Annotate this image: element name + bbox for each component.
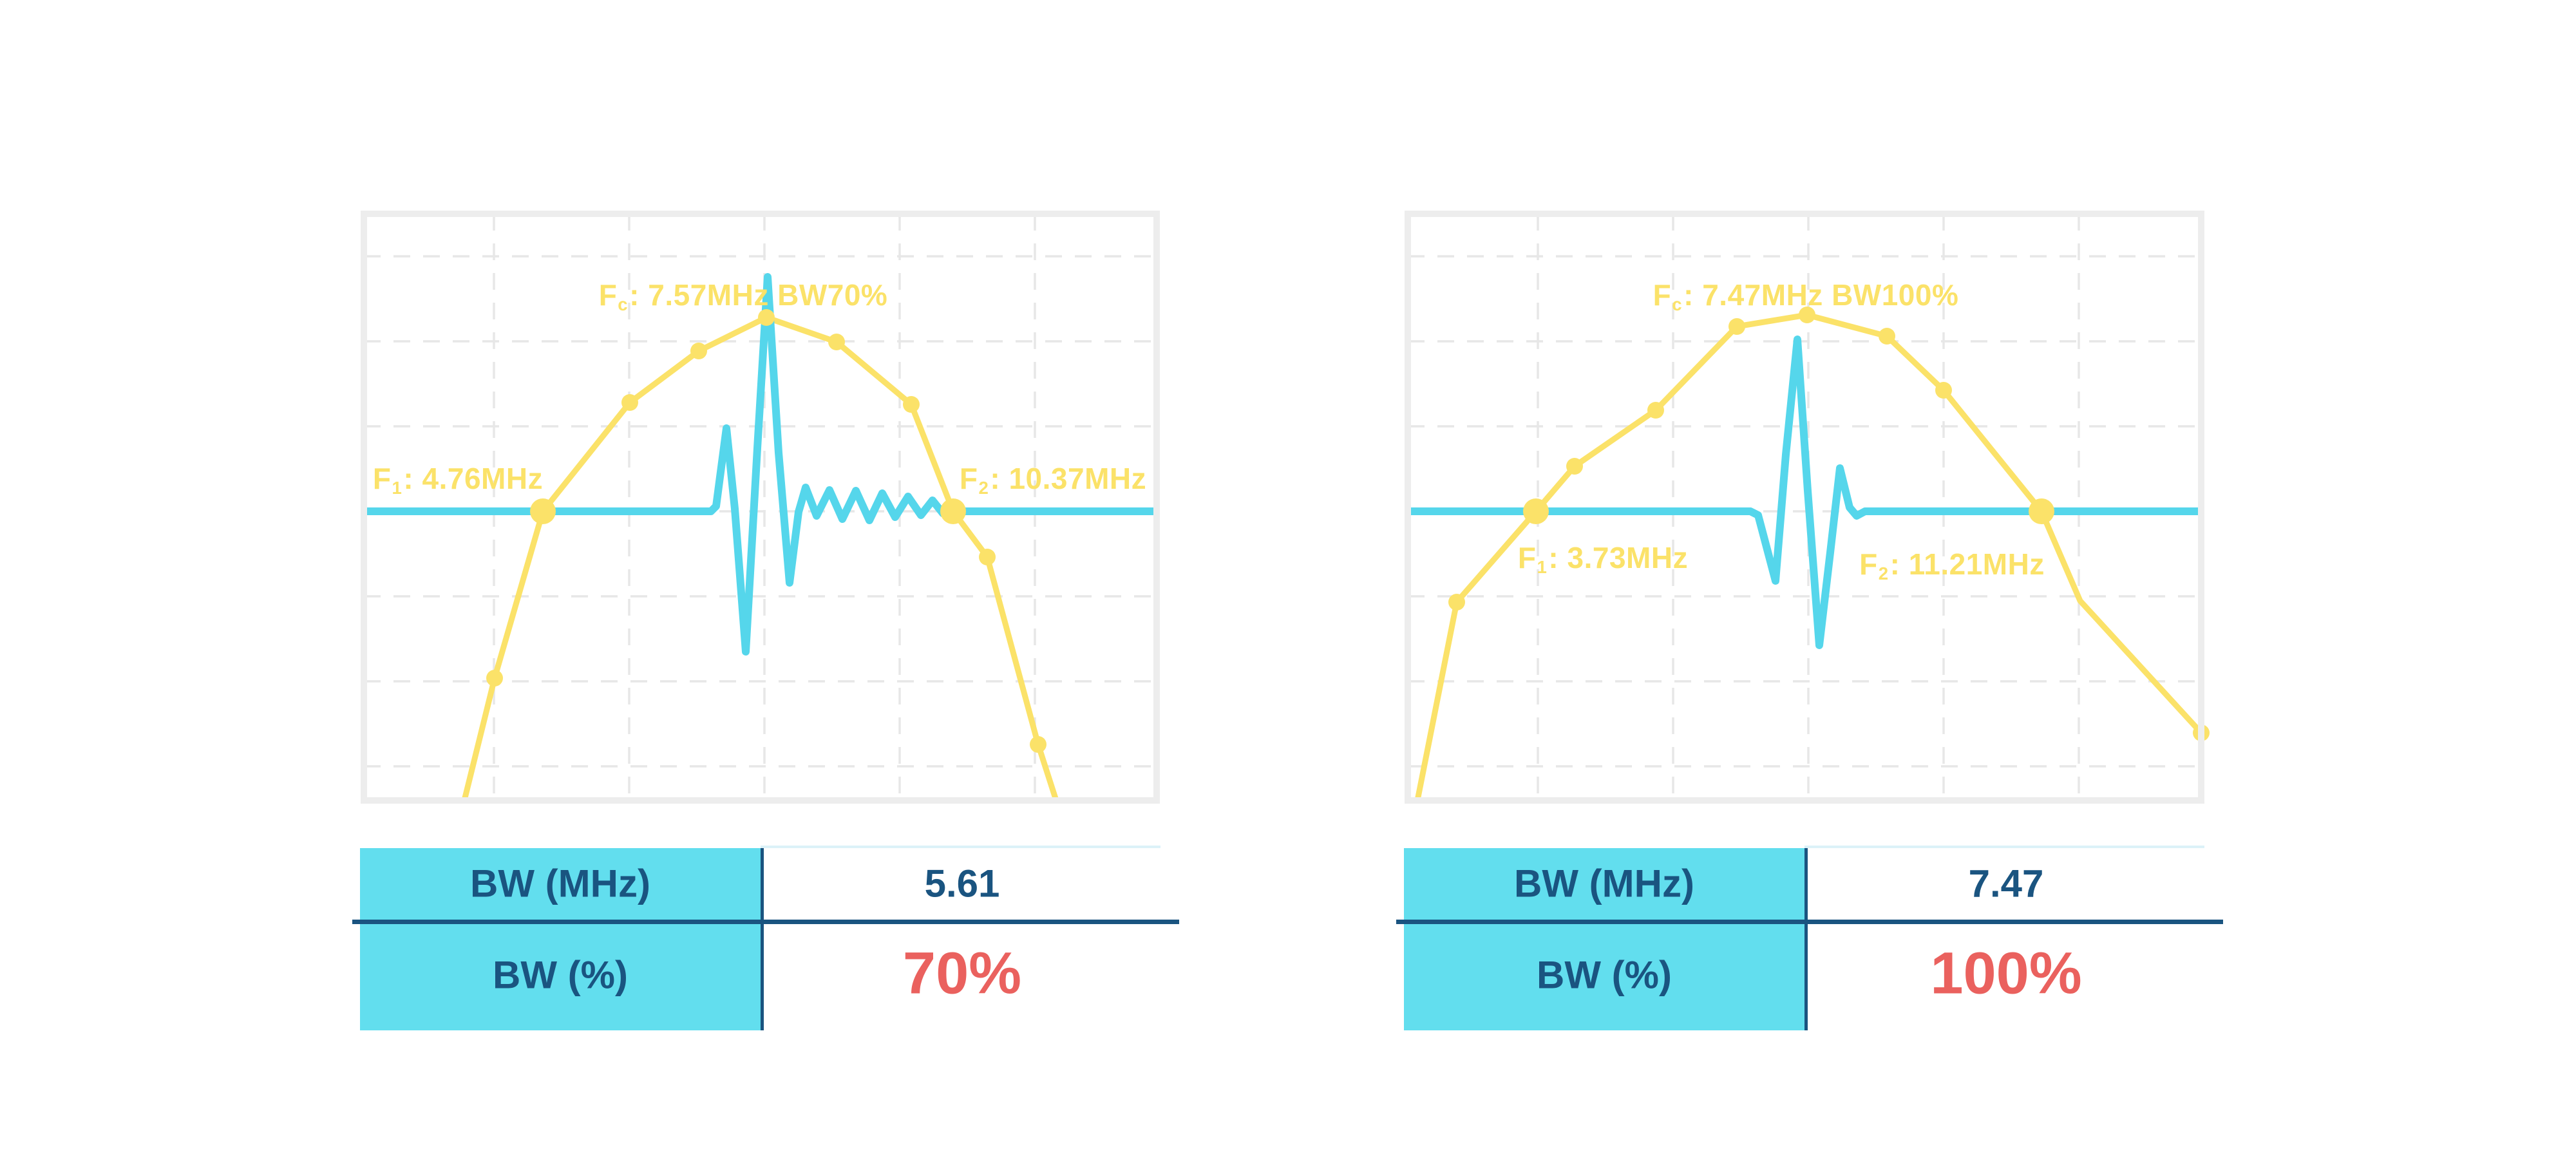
f2-symbol: F bbox=[959, 462, 978, 495]
table-row-divider bbox=[1396, 920, 2223, 924]
chart-title-bw70: Fc: 7.57MHz BW70% bbox=[598, 278, 888, 315]
fc-subscript: c bbox=[618, 294, 629, 315]
f1-symbol: F bbox=[372, 462, 392, 495]
f2-label-bw70: F2: 10.37MHz bbox=[959, 461, 1147, 498]
spectrum-chart-bw70 bbox=[361, 211, 1160, 804]
table-row-label: BW (%) bbox=[493, 953, 628, 997]
table-column-divider bbox=[761, 848, 764, 1030]
f1-value: : 3.73MHz bbox=[1548, 541, 1689, 574]
f1-label-bw100: F1: 3.73MHz bbox=[1517, 540, 1689, 578]
table-row-label: BW (%) bbox=[1537, 953, 1672, 997]
table-column-divider bbox=[1804, 848, 1808, 1030]
f2-value: : 10.37MHz bbox=[990, 462, 1147, 495]
fc-symbol: F bbox=[598, 278, 618, 312]
f2-label-bw100: F2: 11.21MHz bbox=[1859, 547, 2045, 584]
f1-symbol: F bbox=[1517, 541, 1537, 574]
table-label-column bbox=[1404, 848, 1804, 1030]
f1-label-bw70: F1: 4.76MHz bbox=[372, 461, 544, 498]
table-label-column bbox=[360, 848, 761, 1030]
fc-subscript: c bbox=[1672, 294, 1683, 315]
table-row-value: 5.61 bbox=[924, 862, 1000, 905]
table-top-border bbox=[1804, 846, 2204, 848]
spectrum-chart-bw100 bbox=[1405, 211, 2210, 804]
fc-value: : 7.57MHz BW70% bbox=[629, 278, 888, 312]
table-row-value: 7.47 bbox=[1968, 862, 2044, 905]
chart-title-bw100: Fc: 7.47MHz BW100% bbox=[1653, 278, 1959, 315]
f2-subscript: 2 bbox=[978, 478, 989, 498]
f1-subscript: 1 bbox=[1537, 557, 1548, 578]
f1-value: : 4.76MHz bbox=[403, 462, 544, 495]
f1-subscript: 1 bbox=[392, 478, 402, 498]
table-row-value-highlight: 70% bbox=[902, 940, 1022, 1007]
table-row-label: BW (MHz) bbox=[470, 862, 650, 905]
f2-value: : 11.21MHz bbox=[1889, 547, 2045, 581]
f2-symbol: F bbox=[1859, 547, 1878, 581]
fc-symbol: F bbox=[1653, 278, 1672, 312]
table-top-border bbox=[761, 846, 1160, 848]
fc-value: : 7.47MHz BW100% bbox=[1683, 278, 1959, 312]
table-row-value-highlight: 100% bbox=[1930, 940, 2082, 1007]
f2-subscript: 2 bbox=[1878, 563, 1889, 584]
table-row-label: BW (MHz) bbox=[1514, 862, 1694, 905]
table-row-divider bbox=[352, 920, 1179, 924]
